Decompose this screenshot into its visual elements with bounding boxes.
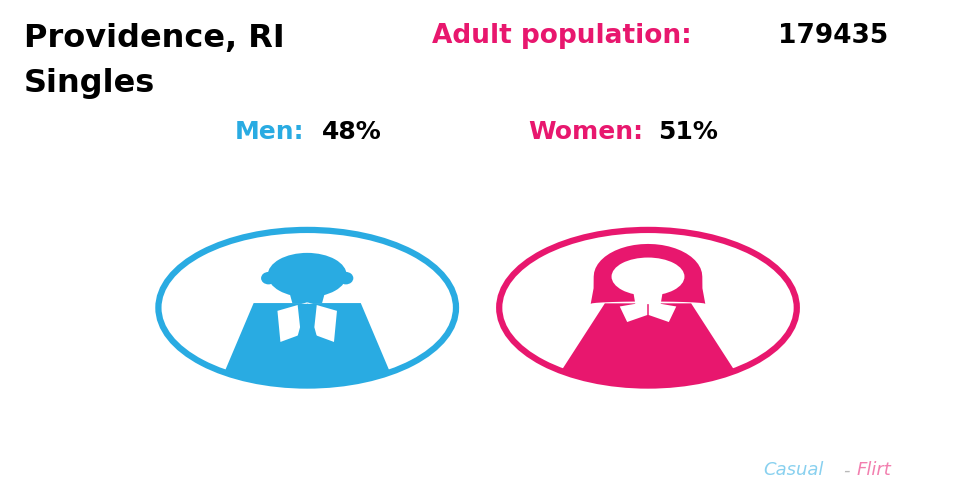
Polygon shape — [295, 304, 320, 360]
Polygon shape — [289, 293, 325, 304]
Text: Casual: Casual — [763, 460, 824, 478]
Text: Adult population:: Adult population: — [432, 23, 692, 49]
Polygon shape — [307, 303, 337, 342]
Polygon shape — [620, 302, 647, 322]
Ellipse shape — [339, 273, 353, 285]
Polygon shape — [590, 244, 706, 304]
Circle shape — [612, 258, 684, 296]
Text: Providence, RI: Providence, RI — [24, 23, 285, 54]
Text: 179435: 179435 — [778, 23, 888, 49]
Polygon shape — [553, 304, 743, 384]
Polygon shape — [220, 304, 395, 384]
Text: 51%: 51% — [658, 120, 717, 144]
Text: 48%: 48% — [322, 120, 381, 144]
Text: Women:: Women: — [528, 120, 643, 144]
Ellipse shape — [268, 254, 347, 298]
Text: Men:: Men: — [235, 120, 304, 144]
Text: -: - — [843, 460, 850, 478]
Circle shape — [499, 230, 797, 386]
Ellipse shape — [261, 273, 276, 285]
Polygon shape — [649, 302, 676, 322]
Text: Singles: Singles — [24, 68, 156, 99]
Polygon shape — [277, 303, 307, 342]
Text: Flirt: Flirt — [856, 460, 891, 478]
Circle shape — [158, 230, 456, 386]
Polygon shape — [634, 291, 662, 305]
